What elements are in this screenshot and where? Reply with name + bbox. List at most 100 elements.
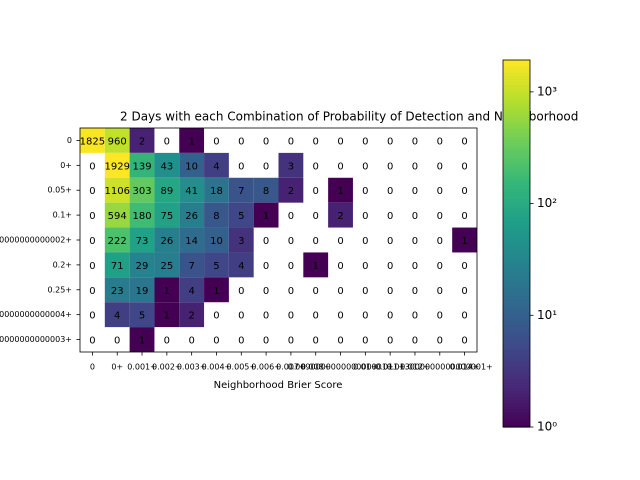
colorbar-segment	[503, 258, 530, 263]
colorbar-segment	[503, 368, 530, 373]
cell-label: 0	[288, 136, 294, 147]
cell-label: 0	[362, 286, 368, 297]
colorbar-segment	[503, 170, 530, 174]
cell-label: 0	[461, 186, 467, 197]
y-tick-label: 0	[67, 136, 72, 145]
cell-label: 0	[387, 136, 393, 147]
cell-label: 0	[337, 261, 343, 272]
colorbar-segment	[503, 151, 530, 156]
chart-title: 2 Days with each Combination of Probabil…	[120, 110, 578, 124]
colorbar-segment	[503, 157, 530, 162]
cell-label: 0	[313, 211, 319, 222]
heatmap-cell	[278, 177, 304, 203]
colorbar-segment	[503, 280, 530, 284]
heatmap-cell	[154, 227, 180, 253]
x-tick-label: 0.009000000000000001+	[288, 363, 394, 372]
colorbar-segment	[503, 237, 530, 242]
heatmap-cell	[204, 252, 229, 278]
heatmap-cell	[104, 302, 130, 328]
y-tick-label: 0.35000000000000003+	[0, 335, 72, 344]
x-tick-label: 0+	[111, 363, 123, 372]
cell-label: 10	[210, 236, 223, 247]
colorbar-segment	[503, 194, 530, 199]
cell-label: 0	[387, 261, 393, 272]
colorbar-segment	[503, 142, 530, 147]
colorbar-segment	[503, 163, 530, 168]
colorbar-segment	[503, 316, 530, 321]
colorbar-segment	[503, 173, 530, 177]
colorbar-segment	[503, 417, 530, 422]
cell-label: 0	[238, 161, 244, 172]
cell-label: 0	[89, 261, 95, 272]
cell-label: 0	[288, 336, 294, 347]
colorbar-segment	[503, 341, 530, 346]
heatmap-cell	[154, 302, 180, 328]
heatmap-cell	[80, 128, 105, 153]
cell-label: 0	[89, 286, 95, 297]
cell-label: 1	[164, 286, 170, 297]
colorbar-segment	[503, 93, 530, 98]
heatmap-cell	[228, 227, 254, 253]
cell-label: 0	[362, 136, 368, 147]
heatmap-cell	[129, 227, 155, 253]
cell-label: 0	[263, 261, 269, 272]
cell-label: 7	[188, 261, 194, 272]
colorbar-segment	[503, 176, 530, 180]
colorbar-segment	[503, 255, 530, 260]
cell-label: 75	[160, 211, 173, 222]
cell-label: 0	[263, 311, 269, 322]
cell-label: 0	[461, 336, 467, 347]
heatmap-cell	[179, 152, 205, 178]
cell-label: 1929	[104, 161, 129, 172]
cell-label: 1825	[80, 136, 105, 147]
colorbar-segment	[503, 139, 530, 144]
cell-label: 26	[185, 211, 198, 222]
y-tick-label: 0.1+	[53, 211, 72, 220]
colorbar-segment	[503, 115, 530, 119]
colorbar-segment	[503, 154, 530, 159]
y-tick-label: 0.30000000000000004+	[0, 310, 72, 319]
cell-label: 0	[362, 186, 368, 197]
cell-label: 0	[238, 136, 244, 147]
heatmap-cell	[179, 177, 205, 203]
colorbar-frame	[502, 59, 531, 428]
heatmap-cell	[204, 202, 229, 228]
colorbar-segment	[503, 185, 530, 190]
cell-label: 0	[288, 211, 294, 222]
colorbar-segment	[503, 105, 530, 110]
colorbar-segment	[503, 228, 530, 232]
colorbar-segment	[503, 212, 530, 217]
cell-label: 0	[238, 286, 244, 297]
cell-label: 5	[139, 311, 145, 322]
x-tick-label: 0.006+	[251, 363, 281, 372]
cell-label: 0	[461, 311, 467, 322]
colorbar-segment	[503, 298, 530, 303]
colorbar-segment	[503, 111, 530, 116]
heatmap-cell	[253, 177, 279, 203]
cell-label: 0	[412, 211, 418, 222]
cell-label: 1	[337, 186, 343, 197]
colorbar-segment	[503, 381, 530, 385]
heatmap-cell	[129, 152, 155, 178]
heatmap-cell	[129, 252, 155, 278]
colorbar-segment	[503, 267, 530, 272]
colorbar-segment	[503, 222, 530, 226]
cell-label: 1	[213, 286, 219, 297]
colorbar-segment	[503, 423, 530, 428]
cell-label: 71	[111, 261, 124, 272]
colorbar-segment	[503, 301, 530, 306]
cell-label: 0	[337, 336, 343, 347]
x-tick-label: 0.002+	[152, 363, 182, 372]
colorbar-segment	[503, 304, 530, 309]
cell-label: 222	[108, 236, 127, 247]
cell-label: 0	[164, 336, 170, 347]
colorbar-segment	[503, 405, 530, 410]
colorbar-segment	[503, 289, 530, 294]
x-tick-label: 0.008+	[301, 363, 331, 372]
heatmap-cell	[154, 277, 180, 303]
cell-label: 1	[263, 211, 269, 222]
cell-label: 10	[185, 161, 198, 172]
heatmap-cell	[179, 302, 205, 328]
heatmap-cell	[328, 177, 353, 203]
